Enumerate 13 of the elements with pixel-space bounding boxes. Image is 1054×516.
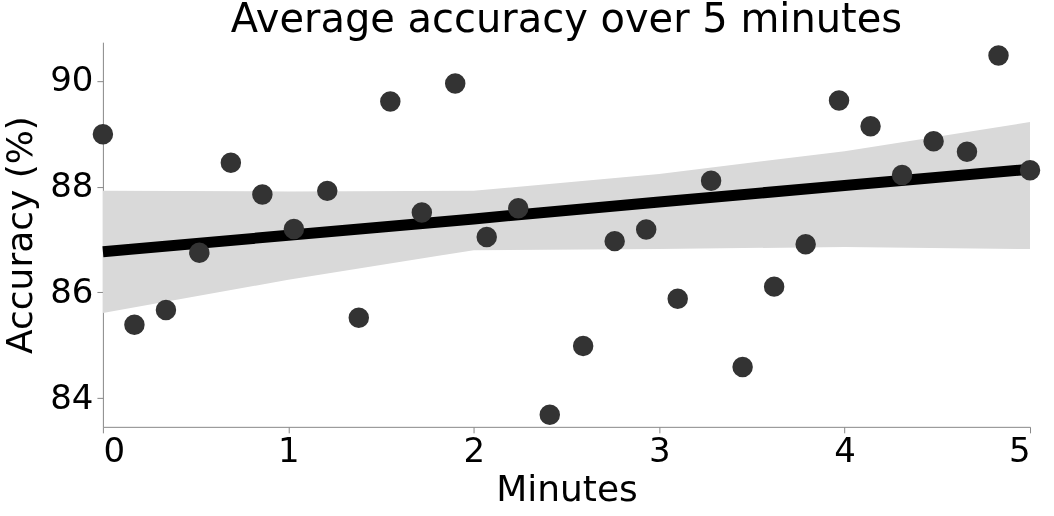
chart-title: Average accuracy over 5 minutes [230, 0, 903, 42]
x-tick-label: 1 [278, 430, 300, 471]
x-axis-title: Minutes [496, 468, 638, 510]
x-tick-label: 3 [648, 430, 671, 471]
y-tick-label: 88 [50, 165, 94, 206]
y-tick-label: 90 [50, 59, 94, 100]
x-tick-label: 2 [463, 430, 486, 471]
x-tick-label: 4 [834, 430, 856, 471]
x-tick-label: 0 [103, 430, 126, 471]
x-tick-label: 5 [1008, 430, 1031, 471]
y-axis-title: Accuracy (%) [0, 116, 41, 354]
y-tick-label: 86 [50, 270, 94, 311]
y-tick-label: 84 [50, 376, 94, 417]
